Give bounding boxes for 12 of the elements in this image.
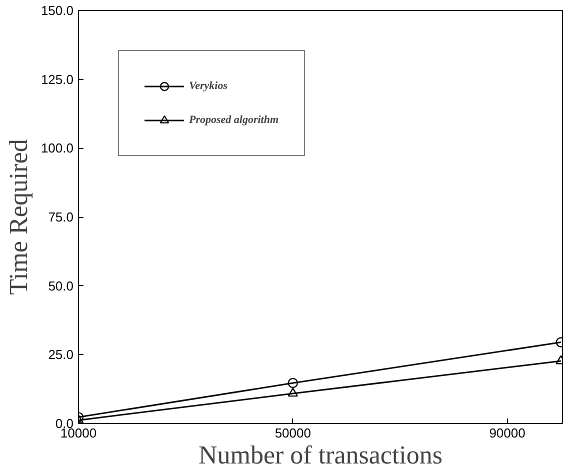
y-tick-label: 50.0 — [48, 278, 74, 294]
y-tick-label: 75.0 — [48, 210, 74, 224]
y-tick-label: 25.0 — [48, 347, 74, 362]
x-axis-title: Number of transactions — [198, 440, 443, 470]
x-tick-label: 50000 — [274, 426, 311, 440]
y-axis-title: Time Required — [4, 139, 33, 295]
legend-label: Proposed algorithm — [189, 114, 279, 126]
x-tick-label: 90000 — [489, 426, 526, 440]
y-tick-label: 150.0 — [40, 3, 74, 18]
legend-label: Verykios — [189, 80, 228, 92]
y-tick-label: 125.0 — [40, 72, 74, 87]
y-tick-label: 100.0 — [40, 140, 74, 156]
